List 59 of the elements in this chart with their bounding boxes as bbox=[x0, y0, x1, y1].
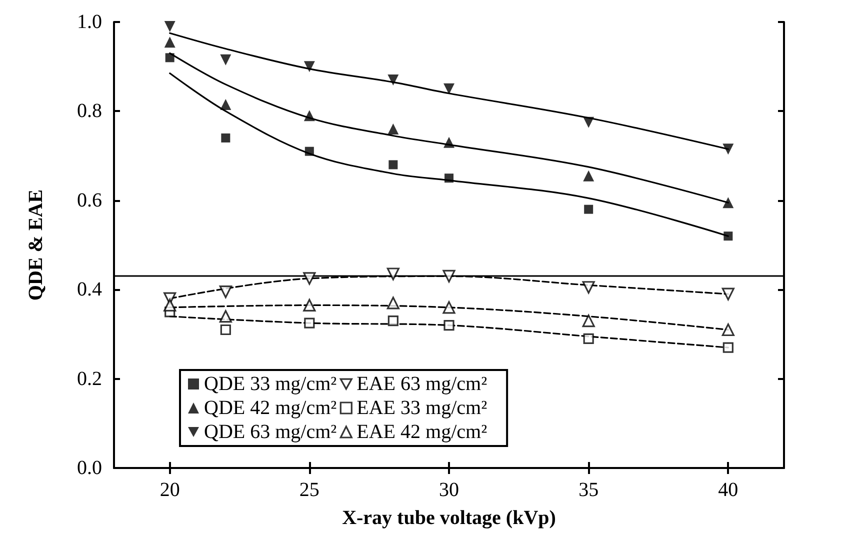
x-tick-label: 35 bbox=[578, 479, 599, 501]
point bbox=[722, 288, 734, 300]
point bbox=[386, 296, 400, 310]
x-axis-title: X-ray tube voltage (kVp) bbox=[342, 507, 556, 529]
point bbox=[582, 314, 595, 328]
point bbox=[388, 124, 399, 135]
x-tick-label: 25 bbox=[299, 479, 320, 501]
y-tick-label: 0.4 bbox=[77, 278, 102, 301]
y-tick-label: 1.0 bbox=[77, 11, 102, 33]
y-tick-label: 0.6 bbox=[77, 189, 102, 212]
legend-label: QDE 42 mg/cm² bbox=[204, 397, 337, 419]
legend-label: EAE 33 mg/cm² bbox=[356, 397, 488, 419]
point bbox=[584, 204, 594, 214]
point bbox=[442, 270, 456, 283]
point bbox=[303, 272, 316, 285]
point bbox=[388, 160, 398, 170]
point bbox=[303, 298, 316, 312]
point bbox=[164, 36, 176, 48]
point bbox=[722, 144, 734, 155]
point bbox=[221, 133, 230, 142]
point bbox=[722, 323, 734, 336]
legend-label: EAE 42 mg/cm² bbox=[356, 421, 488, 443]
y-axis-title: QDE & EAE bbox=[25, 189, 47, 301]
x-tick-label: 20 bbox=[160, 479, 180, 501]
point bbox=[444, 136, 454, 148]
point bbox=[583, 170, 594, 182]
x-tick-label: 30 bbox=[439, 479, 459, 501]
point bbox=[386, 268, 400, 280]
point bbox=[304, 61, 315, 72]
point bbox=[388, 74, 399, 86]
y-tick-label: 0.0 bbox=[77, 457, 102, 479]
point bbox=[164, 20, 176, 32]
point bbox=[722, 197, 734, 208]
point bbox=[724, 232, 733, 241]
point bbox=[304, 146, 314, 156]
point bbox=[220, 54, 232, 66]
y-tick-label: 0.8 bbox=[77, 100, 102, 122]
point bbox=[219, 310, 232, 323]
point bbox=[444, 320, 454, 331]
legend-label: QDE 33 mg/cm² bbox=[204, 373, 337, 395]
point bbox=[220, 99, 232, 110]
point bbox=[388, 316, 398, 326]
point bbox=[582, 281, 595, 294]
point bbox=[583, 333, 594, 344]
point bbox=[164, 298, 176, 312]
point bbox=[583, 116, 594, 128]
x-tick-label: 40 bbox=[718, 479, 738, 501]
legend-label: EAE 63 mg/cm² bbox=[356, 373, 488, 395]
point bbox=[442, 301, 456, 314]
legend-label: QDE 63 mg/cm² bbox=[204, 421, 337, 443]
point bbox=[219, 286, 232, 298]
y-tick-label: 0.2 bbox=[77, 368, 102, 390]
point bbox=[722, 342, 734, 353]
point bbox=[165, 53, 174, 62]
point bbox=[220, 324, 231, 336]
point bbox=[444, 174, 454, 183]
point bbox=[304, 110, 315, 122]
point bbox=[304, 318, 315, 328]
point bbox=[444, 83, 454, 94]
